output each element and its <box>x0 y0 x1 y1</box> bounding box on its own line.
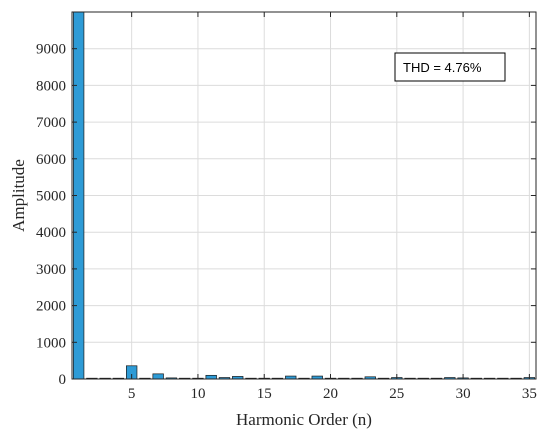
thd-annotation-box <box>394 52 506 82</box>
y-tick-label: 1000 <box>36 335 66 351</box>
x-tick-label: 15 <box>257 386 272 402</box>
y-tick-label: 7000 <box>36 115 66 131</box>
y-axis-ticks: 0 1000 2000 3000 4000 5000 6000 7000 8000 9000 <box>36 42 536 388</box>
x-tick-label: 20 <box>323 386 338 402</box>
y-tick-label: 2000 <box>36 299 66 315</box>
x-tick-label: 5 <box>128 386 136 402</box>
y-tick-label: 3000 <box>36 262 66 278</box>
y-tick-label: 0 <box>59 372 67 388</box>
x-tick-label: 30 <box>456 386 471 402</box>
y-tick-label: 9000 <box>36 42 66 58</box>
y-tick-label: 4000 <box>36 225 66 241</box>
x-tick-label: 35 <box>522 386 537 402</box>
thd-annotation: THD = 4.76% <box>394 52 506 82</box>
x-axis-ticks: 5 10 15 20 25 30 35 <box>128 12 537 402</box>
bar-harmonic-7 <box>152 373 164 380</box>
x-axis-title: Harmonic Order (n) <box>236 410 372 429</box>
bar-harmonic-11 <box>205 374 217 380</box>
thd-annotation-text: THD = 4.76% <box>403 60 482 75</box>
y-tick-label: 6000 <box>36 152 66 168</box>
y-axis-title: Amplitude <box>9 159 28 232</box>
grid-lines <box>72 12 536 379</box>
y-tick-label: 5000 <box>36 189 66 205</box>
x-tick-label: 10 <box>190 386 205 402</box>
x-tick-label: 25 <box>389 386 404 402</box>
y-tick-label: 8000 <box>36 78 66 94</box>
